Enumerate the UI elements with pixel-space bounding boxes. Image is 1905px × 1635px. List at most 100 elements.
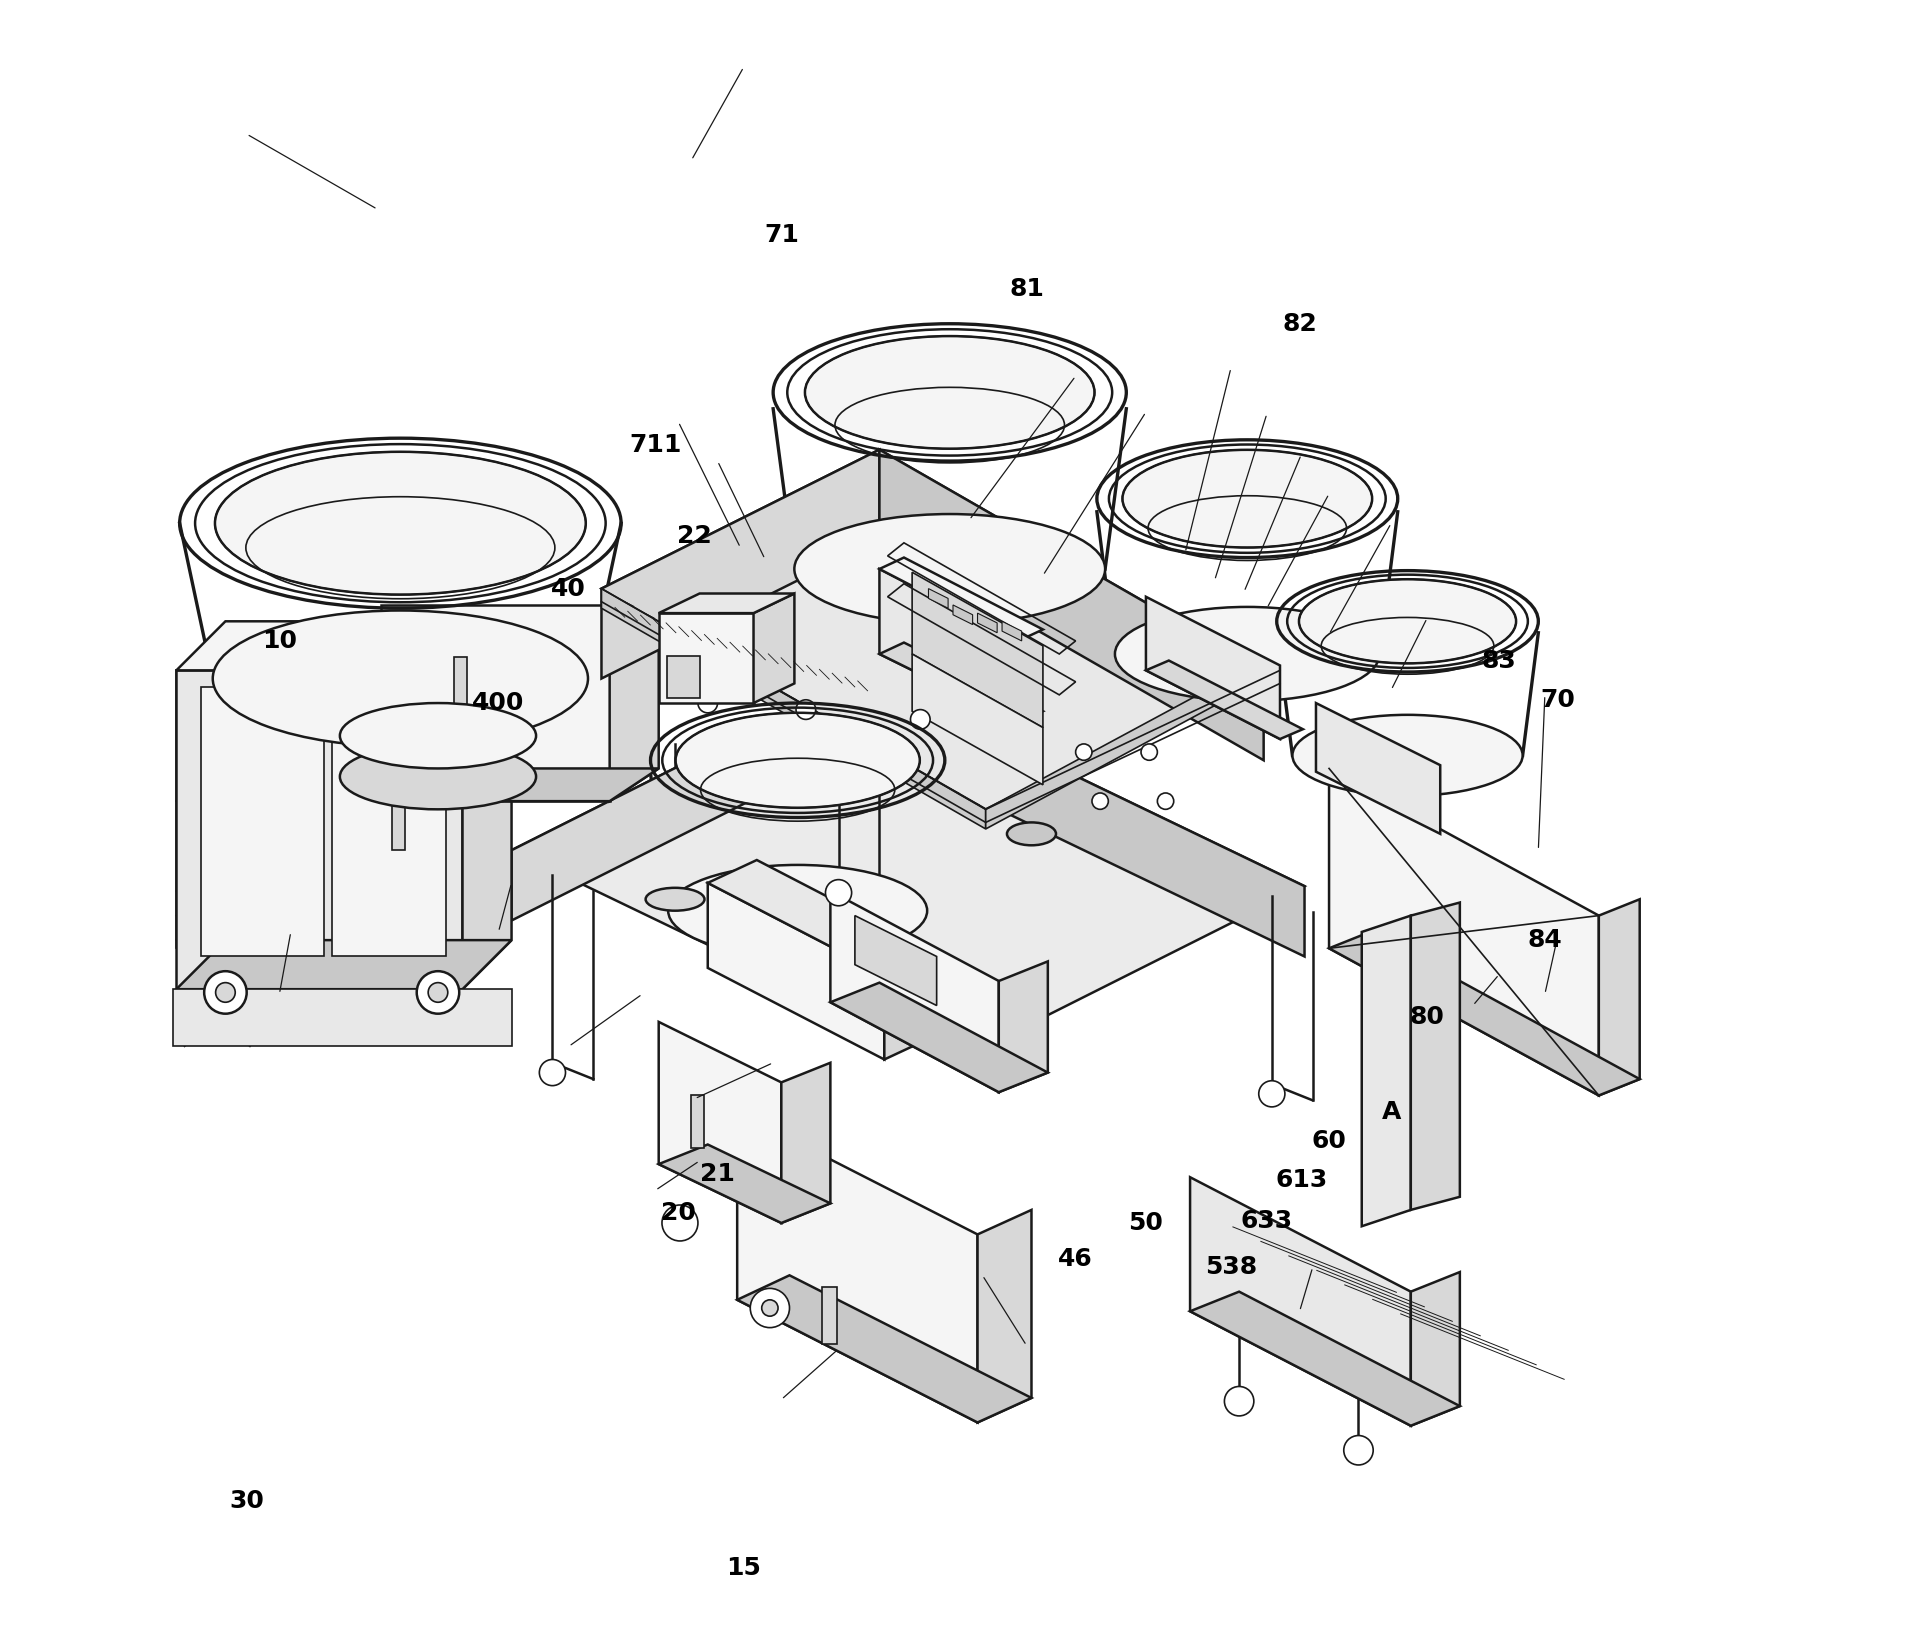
Circle shape xyxy=(204,971,246,1014)
Polygon shape xyxy=(177,670,463,989)
Text: 633: 633 xyxy=(1240,1210,1292,1233)
Polygon shape xyxy=(1189,1177,1410,1426)
Ellipse shape xyxy=(1006,822,1055,845)
Polygon shape xyxy=(737,1112,977,1422)
Polygon shape xyxy=(878,558,1042,641)
Polygon shape xyxy=(511,674,863,921)
Polygon shape xyxy=(977,1210,1031,1422)
Polygon shape xyxy=(1360,916,1410,1226)
Polygon shape xyxy=(177,621,511,670)
Text: 21: 21 xyxy=(699,1162,735,1185)
Text: 15: 15 xyxy=(726,1557,760,1579)
Polygon shape xyxy=(602,450,1263,809)
Circle shape xyxy=(825,880,852,906)
Ellipse shape xyxy=(215,451,585,595)
Polygon shape xyxy=(781,1063,831,1223)
Polygon shape xyxy=(381,605,610,801)
Polygon shape xyxy=(511,674,1303,1063)
Polygon shape xyxy=(928,589,947,608)
Polygon shape xyxy=(878,643,1042,723)
Ellipse shape xyxy=(669,865,926,956)
Ellipse shape xyxy=(1122,450,1372,548)
Polygon shape xyxy=(1598,899,1638,1095)
Circle shape xyxy=(1141,744,1156,760)
Text: 82: 82 xyxy=(1282,312,1316,335)
Bar xyxy=(692,1095,705,1148)
Circle shape xyxy=(1074,744,1092,760)
Circle shape xyxy=(1156,793,1173,809)
Polygon shape xyxy=(331,687,446,956)
Polygon shape xyxy=(177,940,511,989)
Circle shape xyxy=(429,983,448,1002)
Polygon shape xyxy=(610,572,659,801)
Ellipse shape xyxy=(1292,714,1522,796)
Polygon shape xyxy=(659,1144,831,1223)
Polygon shape xyxy=(1410,903,1459,1210)
Polygon shape xyxy=(737,1275,1031,1422)
Polygon shape xyxy=(659,613,752,703)
Circle shape xyxy=(1223,1386,1253,1416)
Text: 71: 71 xyxy=(764,224,798,247)
Polygon shape xyxy=(863,674,1303,956)
Polygon shape xyxy=(884,952,933,1059)
Ellipse shape xyxy=(794,513,1105,625)
Text: 81: 81 xyxy=(1008,278,1044,301)
Ellipse shape xyxy=(674,713,920,808)
Text: A: A xyxy=(1381,1100,1400,1123)
Polygon shape xyxy=(878,569,1017,723)
Circle shape xyxy=(682,644,701,664)
Text: 84: 84 xyxy=(1526,929,1562,952)
Polygon shape xyxy=(831,983,1048,1092)
Text: 40: 40 xyxy=(551,577,587,600)
Polygon shape xyxy=(1002,621,1021,641)
Ellipse shape xyxy=(339,744,535,809)
Text: 10: 10 xyxy=(261,629,297,652)
Polygon shape xyxy=(912,654,1042,785)
Text: 538: 538 xyxy=(1204,1256,1257,1279)
Polygon shape xyxy=(200,687,324,956)
Polygon shape xyxy=(1189,1292,1459,1426)
Text: 20: 20 xyxy=(661,1202,695,1225)
Polygon shape xyxy=(1145,597,1280,739)
Polygon shape xyxy=(381,768,659,801)
Polygon shape xyxy=(707,860,933,974)
Ellipse shape xyxy=(339,703,535,768)
Circle shape xyxy=(661,1205,697,1241)
Circle shape xyxy=(697,693,716,713)
Text: 50: 50 xyxy=(1128,1212,1162,1234)
Ellipse shape xyxy=(1114,607,1379,701)
Polygon shape xyxy=(977,613,996,633)
Text: 70: 70 xyxy=(1539,688,1575,711)
Polygon shape xyxy=(173,989,511,1046)
Circle shape xyxy=(911,710,930,729)
Text: 22: 22 xyxy=(676,525,712,548)
Polygon shape xyxy=(659,594,794,613)
Polygon shape xyxy=(855,916,935,1006)
Text: 400: 400 xyxy=(472,692,524,714)
Bar xyxy=(453,657,467,723)
Circle shape xyxy=(751,1288,789,1328)
Circle shape xyxy=(762,1300,777,1316)
Polygon shape xyxy=(1410,1272,1459,1426)
Ellipse shape xyxy=(213,610,587,747)
Circle shape xyxy=(1092,793,1107,809)
Bar xyxy=(392,777,406,850)
Text: 613: 613 xyxy=(1274,1169,1326,1192)
Polygon shape xyxy=(831,891,998,1092)
Polygon shape xyxy=(707,883,884,1059)
Polygon shape xyxy=(1328,768,1598,1095)
Circle shape xyxy=(539,1059,566,1086)
Polygon shape xyxy=(659,1022,781,1223)
Polygon shape xyxy=(752,594,794,703)
Ellipse shape xyxy=(804,337,1093,448)
Text: 46: 46 xyxy=(1057,1248,1092,1270)
Circle shape xyxy=(215,983,234,1002)
Ellipse shape xyxy=(646,888,705,911)
Polygon shape xyxy=(602,450,878,679)
Polygon shape xyxy=(998,961,1048,1092)
Circle shape xyxy=(1257,1081,1284,1107)
Ellipse shape xyxy=(1299,579,1514,664)
Circle shape xyxy=(1343,1436,1372,1465)
Polygon shape xyxy=(602,589,985,829)
Polygon shape xyxy=(952,605,972,625)
